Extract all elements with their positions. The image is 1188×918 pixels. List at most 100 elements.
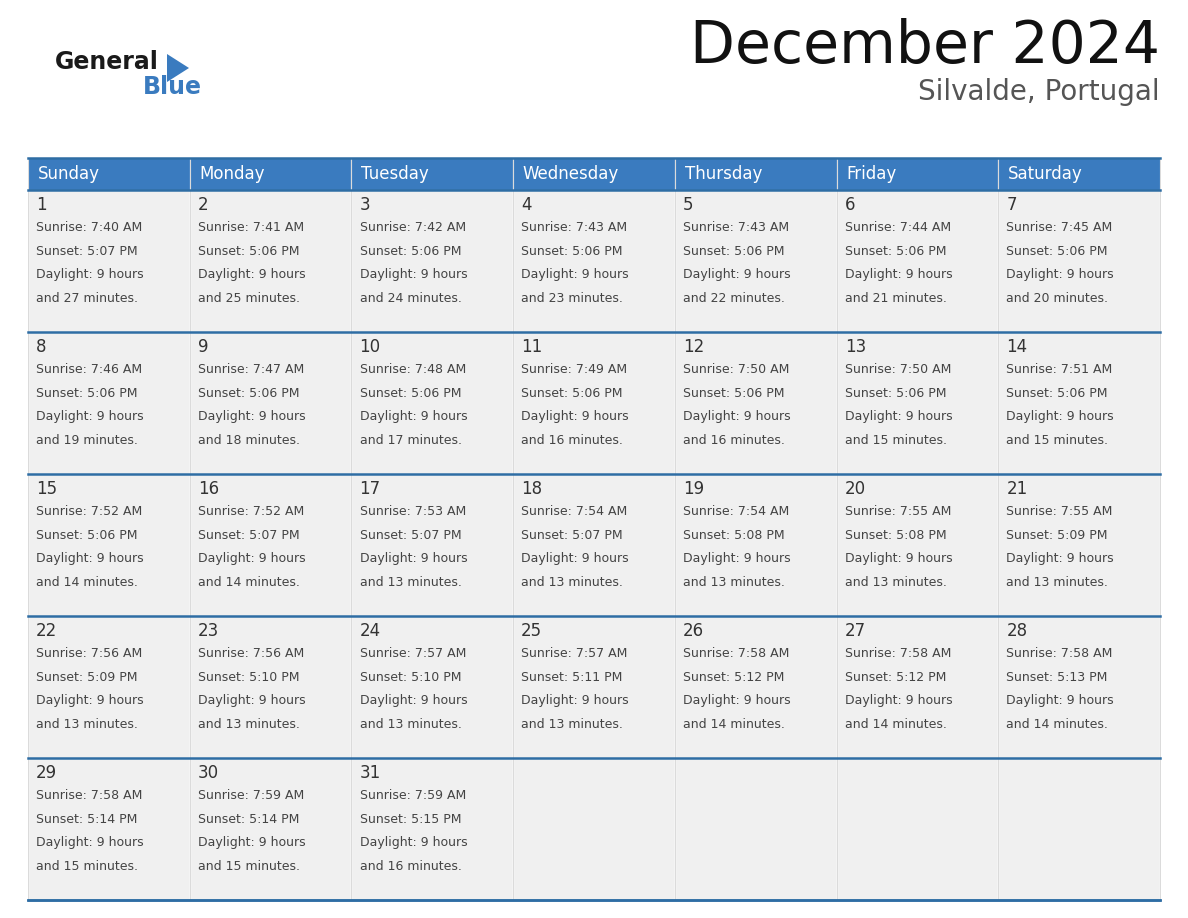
Text: Sunset: 5:14 PM: Sunset: 5:14 PM <box>197 812 299 825</box>
Text: Sunset: 5:06 PM: Sunset: 5:06 PM <box>522 245 623 258</box>
Text: 13: 13 <box>845 338 866 355</box>
Text: 1: 1 <box>36 196 46 214</box>
Bar <box>29 190 190 332</box>
Text: General: General <box>55 50 159 74</box>
Text: Sunrise: 7:43 AM: Sunrise: 7:43 AM <box>683 221 789 234</box>
Text: and 14 minutes.: and 14 minutes. <box>683 718 785 731</box>
Text: Sunrise: 7:51 AM: Sunrise: 7:51 AM <box>1006 364 1113 376</box>
Bar <box>352 190 513 332</box>
Text: 25: 25 <box>522 621 543 640</box>
Text: Sunset: 5:06 PM: Sunset: 5:06 PM <box>360 245 461 258</box>
Text: Sunset: 5:14 PM: Sunset: 5:14 PM <box>36 812 138 825</box>
Text: and 15 minutes.: and 15 minutes. <box>1006 433 1108 446</box>
Text: and 17 minutes.: and 17 minutes. <box>360 433 461 446</box>
Text: Daylight: 9 hours: Daylight: 9 hours <box>1006 694 1114 707</box>
Text: 17: 17 <box>360 480 380 498</box>
Text: 22: 22 <box>36 621 57 640</box>
Bar <box>836 616 998 758</box>
Text: Sunset: 5:08 PM: Sunset: 5:08 PM <box>845 529 947 542</box>
Text: and 20 minutes.: and 20 minutes. <box>1006 292 1108 305</box>
Text: and 13 minutes.: and 13 minutes. <box>522 718 623 731</box>
Text: Sunrise: 7:57 AM: Sunrise: 7:57 AM <box>360 647 466 660</box>
Bar <box>836 474 998 616</box>
Text: Sunset: 5:13 PM: Sunset: 5:13 PM <box>1006 671 1107 684</box>
Text: Daylight: 9 hours: Daylight: 9 hours <box>360 552 467 565</box>
Text: 20: 20 <box>845 480 866 498</box>
Bar <box>836 758 998 900</box>
Text: Saturday: Saturday <box>1007 165 1082 183</box>
Text: Silvalde, Portugal: Silvalde, Portugal <box>918 78 1159 106</box>
Bar <box>836 332 998 474</box>
Text: Daylight: 9 hours: Daylight: 9 hours <box>683 410 790 423</box>
Text: Sunrise: 7:58 AM: Sunrise: 7:58 AM <box>683 647 789 660</box>
Text: Sunset: 5:07 PM: Sunset: 5:07 PM <box>360 529 461 542</box>
Text: and 13 minutes.: and 13 minutes. <box>360 576 461 588</box>
Text: 21: 21 <box>1006 480 1028 498</box>
Text: Sunset: 5:08 PM: Sunset: 5:08 PM <box>683 529 784 542</box>
Text: Sunset: 5:06 PM: Sunset: 5:06 PM <box>197 245 299 258</box>
Text: Sunset: 5:06 PM: Sunset: 5:06 PM <box>1006 245 1108 258</box>
Text: Sunset: 5:06 PM: Sunset: 5:06 PM <box>522 386 623 399</box>
Text: Daylight: 9 hours: Daylight: 9 hours <box>360 268 467 281</box>
Text: 30: 30 <box>197 764 219 782</box>
Bar <box>352 758 513 900</box>
Text: 3: 3 <box>360 196 371 214</box>
Text: Daylight: 9 hours: Daylight: 9 hours <box>522 410 628 423</box>
Text: Sunset: 5:06 PM: Sunset: 5:06 PM <box>845 386 946 399</box>
Text: Sunset: 5:07 PM: Sunset: 5:07 PM <box>36 245 138 258</box>
Text: Daylight: 9 hours: Daylight: 9 hours <box>36 694 144 707</box>
Text: Friday: Friday <box>846 165 897 183</box>
Text: Sunrise: 7:48 AM: Sunrise: 7:48 AM <box>360 364 466 376</box>
Text: 24: 24 <box>360 621 380 640</box>
Bar <box>998 758 1159 900</box>
Text: Daylight: 9 hours: Daylight: 9 hours <box>845 268 953 281</box>
Text: Sunrise: 7:54 AM: Sunrise: 7:54 AM <box>522 505 627 519</box>
Bar <box>998 474 1159 616</box>
Text: Sunrise: 7:59 AM: Sunrise: 7:59 AM <box>197 789 304 802</box>
Bar <box>998 158 1159 190</box>
Text: and 16 minutes.: and 16 minutes. <box>360 859 461 872</box>
Text: and 13 minutes.: and 13 minutes. <box>360 718 461 731</box>
Text: Sunrise: 7:50 AM: Sunrise: 7:50 AM <box>683 364 789 376</box>
Text: Sunrise: 7:46 AM: Sunrise: 7:46 AM <box>36 364 143 376</box>
Text: Sunrise: 7:54 AM: Sunrise: 7:54 AM <box>683 505 789 519</box>
Text: Thursday: Thursday <box>684 165 762 183</box>
Text: Daylight: 9 hours: Daylight: 9 hours <box>1006 552 1114 565</box>
Text: 5: 5 <box>683 196 694 214</box>
Text: 4: 4 <box>522 196 532 214</box>
Text: Sunrise: 7:55 AM: Sunrise: 7:55 AM <box>1006 505 1113 519</box>
Bar <box>836 190 998 332</box>
Text: Daylight: 9 hours: Daylight: 9 hours <box>1006 268 1114 281</box>
Text: Sunset: 5:10 PM: Sunset: 5:10 PM <box>360 671 461 684</box>
Text: Sunrise: 7:52 AM: Sunrise: 7:52 AM <box>197 505 304 519</box>
Text: Daylight: 9 hours: Daylight: 9 hours <box>36 836 144 849</box>
Text: Daylight: 9 hours: Daylight: 9 hours <box>36 268 144 281</box>
Bar <box>352 474 513 616</box>
Text: 15: 15 <box>36 480 57 498</box>
Bar <box>675 158 836 190</box>
Bar <box>998 190 1159 332</box>
Bar <box>29 474 190 616</box>
Text: 12: 12 <box>683 338 704 355</box>
Text: 31: 31 <box>360 764 381 782</box>
Text: Daylight: 9 hours: Daylight: 9 hours <box>683 694 790 707</box>
Bar <box>513 158 675 190</box>
Text: and 16 minutes.: and 16 minutes. <box>522 433 623 446</box>
Bar <box>675 474 836 616</box>
Polygon shape <box>168 54 189 82</box>
Text: Sunset: 5:15 PM: Sunset: 5:15 PM <box>360 812 461 825</box>
Text: and 21 minutes.: and 21 minutes. <box>845 292 947 305</box>
Text: 9: 9 <box>197 338 208 355</box>
Bar <box>190 190 352 332</box>
Bar <box>998 332 1159 474</box>
Text: and 23 minutes.: and 23 minutes. <box>522 292 623 305</box>
Text: Daylight: 9 hours: Daylight: 9 hours <box>197 836 305 849</box>
Text: December 2024: December 2024 <box>690 18 1159 75</box>
Text: 27: 27 <box>845 621 866 640</box>
Bar <box>513 758 675 900</box>
Text: Sunset: 5:06 PM: Sunset: 5:06 PM <box>197 386 299 399</box>
Text: and 22 minutes.: and 22 minutes. <box>683 292 785 305</box>
Text: Sunrise: 7:59 AM: Sunrise: 7:59 AM <box>360 789 466 802</box>
Bar <box>675 332 836 474</box>
Text: Sunrise: 7:53 AM: Sunrise: 7:53 AM <box>360 505 466 519</box>
